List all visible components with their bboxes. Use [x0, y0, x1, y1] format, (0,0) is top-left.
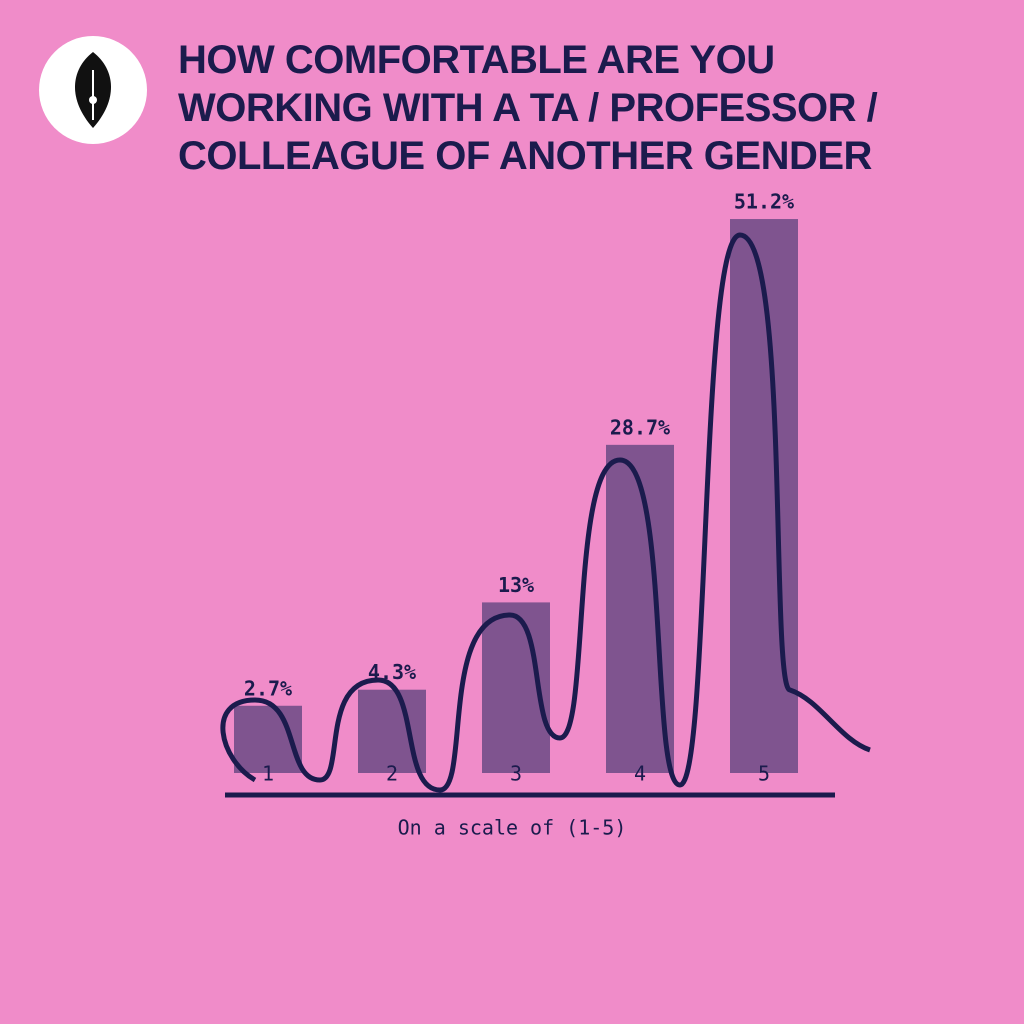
wavy-line [220, 232, 871, 793]
value-label: 13% [498, 573, 534, 597]
value-label: 28.7% [610, 415, 670, 439]
x-tick-label: 3 [510, 762, 522, 786]
x-axis-label: On a scale of (1-5) [398, 816, 627, 840]
x-tick-label: 4 [634, 762, 646, 786]
value-label: 51.2% [734, 190, 794, 214]
x-tick-label: 2 [386, 762, 398, 786]
logo [39, 36, 147, 144]
value-label: 2.7% [244, 676, 292, 700]
chart-title: HOW COMFORTABLE ARE YOU WORKING WITH A T… [178, 38, 878, 178]
x-tick-label: 5 [758, 762, 770, 786]
x-tick-label: 1 [262, 762, 274, 786]
